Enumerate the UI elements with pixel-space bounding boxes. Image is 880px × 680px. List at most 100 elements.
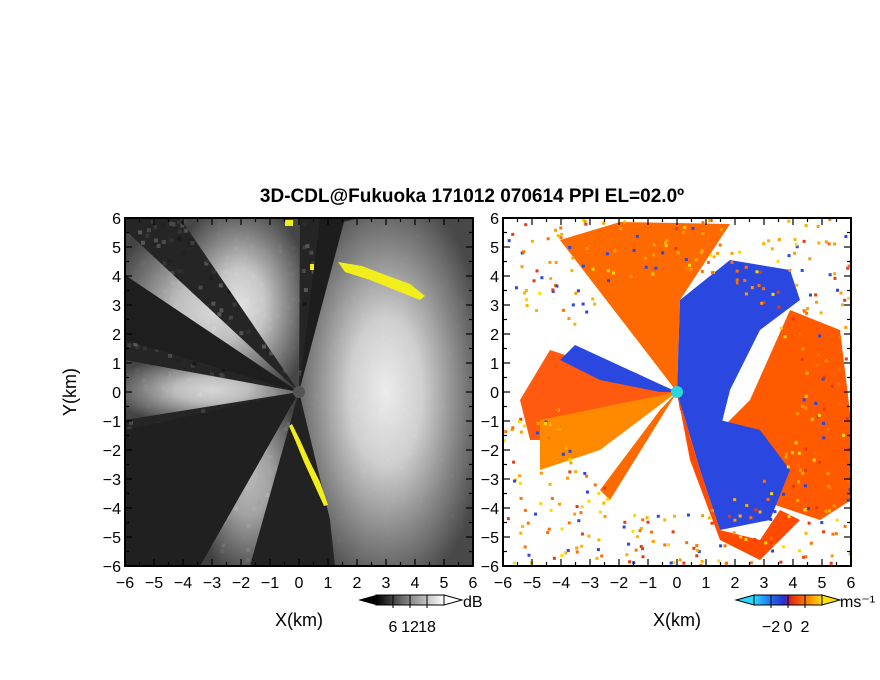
- velocity-pixel: [632, 248, 636, 252]
- velocity-pixel: [862, 534, 865, 537]
- velocity-pixel: [819, 311, 823, 315]
- noise-pixel: [169, 238, 174, 243]
- velocity-pixel: [706, 261, 710, 265]
- velocity-pixel: [822, 436, 826, 440]
- blocked-sector: [125, 275, 299, 392]
- velocity-pixel: [522, 291, 526, 295]
- velocity-pixel: [615, 188, 618, 191]
- velocity-pixel: [804, 406, 808, 410]
- velocity-pixel: [770, 247, 774, 251]
- noise-pixel: [226, 321, 231, 326]
- velocity-pixel: [519, 496, 523, 500]
- velocity-pixel: [795, 283, 799, 287]
- noise-pixel: [138, 230, 143, 235]
- velocity-pixel: [598, 510, 602, 514]
- velocity-pixel: [662, 585, 665, 588]
- velocity-pixel: [656, 514, 660, 518]
- velocity-pixel: [678, 558, 682, 562]
- velocity-pixel: [622, 186, 625, 189]
- velocity-pixel: [819, 570, 822, 573]
- blocked-sector: [299, 218, 345, 392]
- velocity-pixel: [812, 458, 816, 462]
- velocity-pixel: [835, 518, 839, 522]
- velocity-pixel: [575, 505, 579, 509]
- velocity-pixel: [817, 460, 821, 464]
- noise-pixel: [170, 271, 175, 276]
- noise-pixel: [246, 399, 251, 404]
- x-tick-label: 4: [789, 575, 798, 592]
- y-tick-label: −1: [103, 414, 121, 431]
- velocity-pixel: [815, 363, 819, 367]
- velocity-pixel: [571, 256, 575, 260]
- x-tick-label: 6: [847, 575, 856, 592]
- velocity-pixel: [726, 614, 729, 617]
- velocity-pixel: [736, 281, 740, 285]
- velocity-pixel: [863, 420, 866, 423]
- velocity-pixel: [814, 401, 818, 405]
- velocity-pixel: [665, 238, 669, 242]
- velocity-pixel: [738, 281, 742, 285]
- noise-pixel: [153, 238, 158, 243]
- velocity-pixel: [546, 530, 550, 534]
- blocked-sector: [125, 392, 299, 566]
- velocity-pixel: [585, 474, 589, 478]
- velocity-pixel: [653, 195, 656, 198]
- velocity-pixel: [475, 502, 478, 505]
- noise-pixel: [218, 283, 223, 288]
- x-axis-label: X(km): [275, 610, 323, 630]
- noise-pixel: [281, 370, 286, 375]
- velocity-pixel: [800, 268, 804, 272]
- velocity-pixel: [568, 594, 571, 597]
- velocity-pixel: [739, 535, 743, 539]
- velocity-pixel: [842, 433, 846, 437]
- velocity-pixel: [597, 538, 601, 542]
- velocity-pixel: [802, 239, 806, 243]
- velocity-pixel: [776, 581, 779, 584]
- velocity-pixel: [556, 234, 560, 238]
- velocity-pixel: [716, 251, 720, 255]
- velocity-pixel: [682, 179, 685, 182]
- velocity-pixel: [828, 218, 832, 221]
- velocity-pixel: [787, 254, 791, 258]
- x-tick-label: −5: [145, 575, 163, 592]
- velocity-pixel: [793, 251, 797, 255]
- velocity-pixel: [777, 238, 781, 242]
- velocity-pixel: [687, 263, 691, 267]
- velocity-pixel: [762, 287, 766, 291]
- velocity-pixel: [823, 568, 826, 571]
- velocity-pixel: [573, 512, 577, 516]
- velocity-pixel: [555, 284, 559, 288]
- velocity-pixel: [600, 554, 604, 558]
- velocity-pixel: [829, 486, 833, 490]
- noise-pixel: [177, 236, 182, 241]
- velocity-pixel: [726, 591, 729, 594]
- velocity-pixel: [773, 510, 777, 514]
- velocity-pixel: [695, 544, 699, 548]
- velocity-pixel: [583, 471, 587, 475]
- velocity-pixel: [676, 251, 680, 255]
- velocity-pixel: [779, 569, 782, 572]
- velocity-pixel: [664, 246, 668, 250]
- velocity-pixel: [710, 576, 713, 579]
- velocity-pixel: [739, 181, 742, 184]
- velocity-pixel: [803, 508, 807, 512]
- noise-pixel: [297, 372, 302, 377]
- velocity-pixel: [774, 185, 777, 188]
- noise-pixel: [178, 269, 183, 274]
- velocity-pixel: [683, 594, 686, 597]
- velocity-pixel: [695, 554, 699, 558]
- noise-pixel: [161, 223, 166, 228]
- echo-region: [299, 218, 473, 566]
- velocity-pixel: [595, 556, 599, 560]
- velocity-pixel: [685, 265, 689, 269]
- velocity-pixel: [623, 210, 626, 213]
- velocity-pixel: [506, 517, 510, 521]
- velocity-pixel: [867, 418, 870, 421]
- velocity-pixel: [663, 241, 667, 245]
- velocity-pixel: [513, 561, 517, 565]
- colorbar-tick-label: 0: [784, 619, 793, 636]
- velocity-pixel: [808, 257, 812, 261]
- velocity-pixel: [495, 461, 498, 464]
- velocity-pixel: [576, 289, 580, 293]
